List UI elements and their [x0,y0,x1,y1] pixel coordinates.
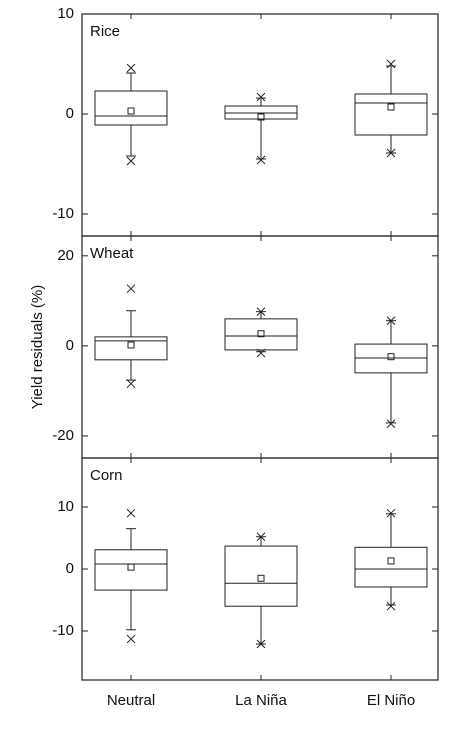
panel-title: Corn [90,467,123,484]
box [224,318,298,351]
max-marker [386,316,396,326]
max-marker [256,532,266,542]
y-tick-label: 20 [57,247,74,264]
mean [387,557,395,565]
y-tick-label: 10 [57,5,74,22]
max-marker [126,284,136,294]
panel-title: Rice [90,23,120,40]
min-marker [256,348,266,358]
mean [127,341,135,349]
box [354,93,428,136]
min-marker [126,634,136,644]
mean [257,113,265,121]
min-marker [256,155,266,165]
max-marker [126,63,136,73]
mean [257,574,265,582]
box [224,545,298,607]
y-axis-label: Yield residuals (%) [29,285,46,410]
min-marker [386,601,396,611]
mean [387,103,395,111]
min-marker [256,639,266,649]
min-marker [126,379,136,389]
box [354,546,428,588]
min-marker [126,156,136,166]
y-tick-label: 10 [57,498,74,515]
min-marker [386,148,396,158]
mean [127,107,135,115]
max-marker [386,59,396,69]
min-marker [386,419,396,429]
mean [127,563,135,571]
mean [257,330,265,338]
y-tick-label: 0 [66,105,74,122]
max-marker [256,92,266,102]
x-tick-label: El Niño [367,692,415,709]
x-tick-label: La Niña [235,692,287,709]
max-marker [126,508,136,518]
panel-title: Wheat [90,245,134,262]
mean [387,353,395,361]
y-tick-label: -20 [52,427,74,444]
x-tick-label: Neutral [107,692,155,709]
y-tick-label: 0 [66,337,74,354]
y-tick-label: 0 [66,560,74,577]
max-marker [386,508,396,518]
y-tick-label: -10 [52,205,74,222]
max-marker [256,307,266,317]
y-tick-label: -10 [52,622,74,639]
